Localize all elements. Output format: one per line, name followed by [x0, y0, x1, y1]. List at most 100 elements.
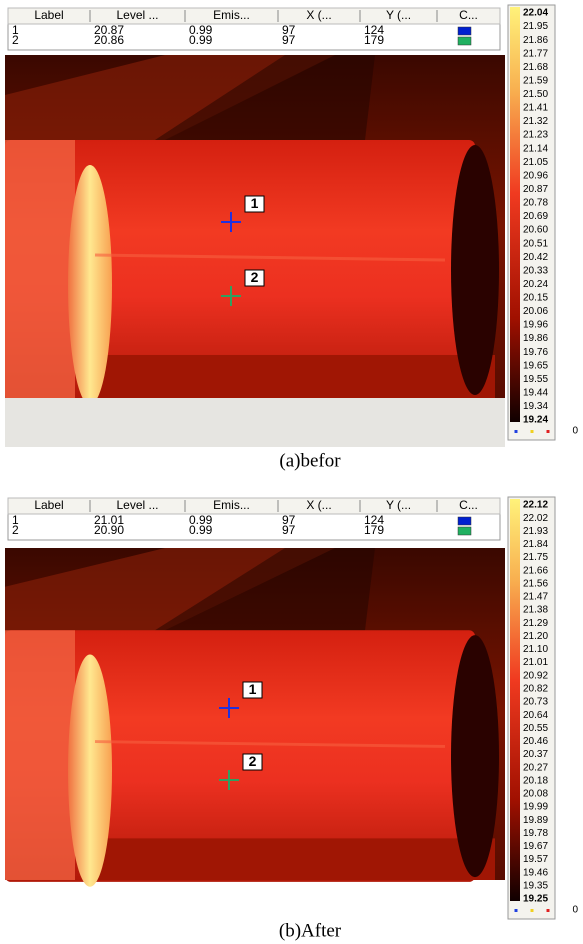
thermal-image — [5, 55, 505, 405]
column-header: X (... — [306, 8, 331, 22]
palette-dot — [531, 909, 534, 912]
table-header-bg — [8, 8, 500, 24]
colorbar-label: 21.50 — [523, 89, 548, 100]
colorbar-label: 19.89 — [523, 815, 548, 826]
colorbar-label: 20.73 — [523, 697, 548, 708]
colorbar-label: 21.01 — [523, 657, 548, 668]
marker-label: 2 — [251, 269, 259, 285]
cylinder-bottom — [95, 355, 495, 398]
colorbar-label: 20.37 — [523, 749, 548, 760]
colorbar-label: 22.04 — [523, 8, 548, 19]
colorbar-label: 20.24 — [523, 279, 548, 290]
cylinder-end-bright — [68, 165, 112, 405]
table-cell: 179 — [364, 33, 384, 47]
marker-label: 2 — [249, 753, 257, 769]
colorbar-label: 21.95 — [523, 21, 548, 32]
colorbar-label: 21.56 — [523, 578, 548, 589]
column-header: Label — [34, 8, 63, 22]
palette-dot — [515, 430, 518, 433]
table-cell: 97 — [282, 33, 296, 47]
table-cell: 20.86 — [94, 33, 124, 47]
colorbar-label: 21.47 — [523, 592, 548, 603]
colorbar-label: 21.29 — [523, 618, 548, 629]
colorbar-label: 21.10 — [523, 644, 548, 655]
cylinder-right-opening — [451, 635, 499, 877]
colorbar-label: 20.27 — [523, 762, 548, 773]
cylinder-left-face — [5, 630, 75, 880]
column-header: Y (... — [386, 8, 411, 22]
colorbar-label: 19.57 — [523, 854, 548, 865]
colorbar-label: 19.96 — [523, 320, 548, 331]
marker-label: 1 — [249, 681, 257, 697]
colorbar-label: 20.87 — [523, 184, 548, 195]
column-header: Emis... — [213, 498, 250, 512]
colorbar-label: 21.23 — [523, 130, 548, 141]
cylinder-right-opening — [451, 145, 499, 395]
column-header: Level ... — [116, 498, 158, 512]
palette-dot — [547, 430, 550, 433]
colorbar-label: 21.05 — [523, 157, 548, 168]
colorbar-label: 22.02 — [523, 513, 548, 524]
caption: (a)befor — [279, 450, 341, 471]
colorbar-label: 21.86 — [523, 35, 548, 46]
colorbar-label: 20.18 — [523, 775, 548, 786]
cylinder-bottom — [95, 838, 495, 880]
column-header: C... — [459, 498, 478, 512]
colorbar-label: 20.33 — [523, 265, 548, 276]
colorbar: 22.04 21.95 21.86 21.77 21.68 21.59 21.50 21.41… — [508, 5, 578, 440]
table-cell: 97 — [282, 523, 296, 537]
colorbar-label: 20.08 — [523, 789, 548, 800]
colorbar-label: 21.32 — [523, 116, 548, 127]
table-cell: 0.99 — [189, 33, 213, 47]
figure: LabelLevel ...Emis...X (...Y (...C...120… — [0, 0, 583, 944]
colorbar-label: 20.64 — [523, 710, 548, 721]
table-header-bg — [8, 498, 500, 514]
colorbar-label: 19.76 — [523, 347, 548, 358]
colorbar-label: 21.84 — [523, 539, 548, 550]
column-header: C... — [459, 8, 478, 22]
colorbar-label: 20.60 — [523, 225, 548, 236]
column-header: Label — [34, 498, 63, 512]
colorbar-gradient — [510, 499, 520, 901]
colorbar-label: 20.96 — [523, 170, 548, 181]
colorbar-label: 19.25 — [523, 894, 548, 905]
colorbar-label: 20.46 — [523, 736, 548, 747]
colorbar-label: 19.55 — [523, 374, 548, 385]
colorbar-label: 19.99 — [523, 802, 548, 813]
colorbar-label: 21.59 — [523, 75, 548, 86]
table-cell: 2 — [12, 523, 19, 537]
colorbar-label: 21.68 — [523, 62, 548, 73]
colorbar-label: 20.82 — [523, 684, 548, 695]
table-cell: 2 — [12, 33, 19, 47]
color-swatch — [458, 527, 471, 535]
table-cell: 0.99 — [189, 523, 213, 537]
colorbar-label: 21.41 — [523, 103, 548, 114]
column-header: Y (... — [386, 498, 411, 512]
colorbar-footer: 0 — [572, 905, 578, 916]
caption: (b)After — [279, 920, 342, 941]
cylinder-left-face — [5, 140, 75, 398]
marker-label: 1 — [251, 195, 259, 211]
thermal-image — [5, 548, 505, 887]
colorbar-footer: 0 — [572, 426, 578, 437]
color-swatch — [458, 27, 471, 35]
colorbar-label: 21.38 — [523, 605, 548, 616]
colorbar-label: 20.06 — [523, 306, 548, 317]
colorbar-label: 21.77 — [523, 48, 548, 59]
empty-area — [5, 398, 505, 447]
colorbar-label: 19.34 — [523, 401, 548, 412]
colorbar-label: 20.42 — [523, 252, 548, 263]
colorbar-gradient — [510, 7, 520, 422]
colorbar-label: 21.66 — [523, 565, 548, 576]
colorbar-label: 21.14 — [523, 143, 548, 154]
colorbar-label: 19.67 — [523, 841, 548, 852]
table-cell: 179 — [364, 523, 384, 537]
palette-dot — [531, 430, 534, 433]
colorbar-label: 21.75 — [523, 552, 548, 563]
cylinder-end-bright — [68, 654, 112, 886]
color-swatch — [458, 517, 471, 525]
colorbar-label: 20.69 — [523, 211, 548, 222]
colorbar-label: 20.78 — [523, 198, 548, 209]
